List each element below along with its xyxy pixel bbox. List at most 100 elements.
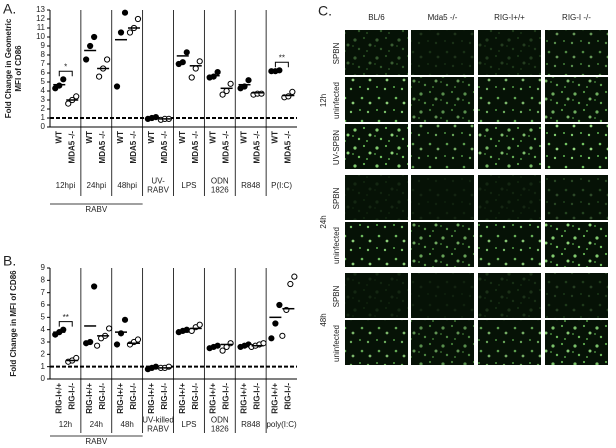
significance-bracket bbox=[274, 61, 289, 68]
group-label: ODN bbox=[211, 177, 229, 186]
y-axis-label: Fold Change in Geometric bbox=[4, 18, 13, 118]
y-tick-label: 2 bbox=[41, 104, 46, 113]
micrograph-signal bbox=[345, 320, 408, 365]
micrograph-signal bbox=[545, 77, 608, 122]
micrograph-signal bbox=[345, 175, 408, 220]
category-label: RIG-I+/+ bbox=[240, 383, 249, 414]
column-header: RIG-I -/- bbox=[562, 13, 591, 22]
time-label: 12h bbox=[319, 94, 328, 107]
data-point bbox=[289, 88, 296, 96]
data-point bbox=[196, 321, 203, 328]
y-axis-label: Fold Change in MFI of CD86 bbox=[9, 270, 18, 377]
category-label: RIG-I+/+ bbox=[178, 383, 187, 414]
category-label: MDA5 -/- bbox=[283, 131, 292, 164]
micrograph-signal bbox=[478, 30, 541, 75]
data-point bbox=[113, 341, 121, 348]
micrograph-signal bbox=[345, 30, 408, 75]
micrograph-signal bbox=[478, 124, 541, 169]
micrograph-signal bbox=[411, 273, 474, 318]
category-label: RIG-I+/+ bbox=[209, 383, 218, 414]
y-tick-label: 6 bbox=[41, 300, 46, 309]
data-point bbox=[65, 100, 72, 107]
panel-label: C. bbox=[318, 3, 332, 19]
micrograph-signal bbox=[478, 175, 541, 220]
column-header: Mda5 -/- bbox=[428, 13, 458, 22]
category-label: WT bbox=[54, 131, 63, 144]
data-point bbox=[91, 33, 98, 41]
category-label: WT bbox=[147, 131, 156, 144]
bracket-label: RABV bbox=[85, 205, 107, 214]
row-label: UV-SPBN bbox=[332, 130, 341, 165]
micrograph-signal bbox=[478, 77, 541, 122]
data-point bbox=[219, 347, 226, 354]
data-point bbox=[196, 58, 203, 65]
group-label: ODN bbox=[211, 416, 229, 425]
group-label: LPS bbox=[181, 420, 196, 429]
group-label: 12hpi bbox=[56, 181, 76, 190]
category-label: RIG-I-/- bbox=[98, 383, 107, 410]
micrograph-signal bbox=[478, 222, 541, 267]
data-point bbox=[192, 65, 199, 72]
y-tick-label: 8 bbox=[41, 275, 46, 284]
y-tick-label: 10 bbox=[36, 32, 45, 41]
micrograph-signal bbox=[478, 320, 541, 365]
data-point bbox=[188, 74, 195, 81]
y-tick-label: 11 bbox=[37, 23, 46, 32]
category-label: RIG-I+/+ bbox=[116, 383, 125, 414]
row-label: SPBN bbox=[332, 285, 341, 307]
category-label: WT bbox=[240, 131, 249, 144]
category-label: RIG-I-/- bbox=[67, 383, 76, 410]
group-label: R848 bbox=[241, 181, 261, 190]
group-label: 48hpi bbox=[117, 181, 137, 190]
y-tick-label: 6 bbox=[41, 68, 46, 77]
category-label: RIG-I-/- bbox=[283, 383, 292, 410]
data-point bbox=[245, 77, 252, 84]
significance-label: ** bbox=[63, 313, 69, 322]
row-label: SPBN bbox=[332, 42, 341, 64]
group-label: 24hpi bbox=[87, 181, 107, 190]
category-label: RIG-I+/+ bbox=[270, 383, 279, 414]
data-point bbox=[152, 114, 159, 121]
data-point bbox=[268, 335, 275, 342]
category-label: MDA5 -/- bbox=[67, 131, 76, 164]
category-label: MDA5 -/- bbox=[222, 131, 231, 164]
panel-label: B. bbox=[3, 253, 16, 269]
category-label: WT bbox=[116, 131, 125, 144]
data-point bbox=[223, 87, 230, 95]
data-point bbox=[96, 73, 103, 80]
data-point bbox=[83, 56, 90, 63]
category-label: RIG-I+/+ bbox=[147, 383, 156, 414]
data-point bbox=[121, 9, 129, 16]
data-point bbox=[287, 280, 294, 288]
group-label: RABV bbox=[147, 186, 169, 195]
data-point bbox=[113, 83, 121, 90]
y-tick-label: 3 bbox=[41, 337, 46, 346]
category-label: RIG-I-/- bbox=[253, 383, 262, 410]
micrograph-signal bbox=[411, 30, 474, 75]
data-point bbox=[73, 93, 80, 100]
micrograph-signal bbox=[545, 175, 608, 220]
data-point bbox=[279, 332, 286, 339]
micrograph-signal bbox=[345, 273, 408, 318]
micrograph-signal bbox=[411, 320, 474, 365]
micrograph-signal bbox=[345, 222, 408, 267]
data-point bbox=[227, 80, 234, 87]
data-point bbox=[134, 15, 142, 23]
y-tick-label: 8 bbox=[41, 50, 46, 59]
micrograph-signal bbox=[545, 273, 608, 318]
y-tick-label: 13 bbox=[36, 5, 45, 14]
data-point bbox=[121, 316, 129, 323]
row-label: uninfected bbox=[332, 325, 341, 362]
data-point bbox=[91, 283, 98, 290]
bracket-label: RABV bbox=[85, 437, 107, 446]
column-header: BL/6 bbox=[368, 13, 385, 22]
group-label: 1826 bbox=[211, 186, 229, 195]
row-label: uninfected bbox=[332, 82, 341, 119]
significance-bracket bbox=[58, 70, 73, 77]
category-label: RIG-I-/- bbox=[160, 383, 169, 410]
time-label: 48h bbox=[319, 313, 328, 326]
data-point bbox=[214, 69, 221, 76]
micrograph-signal bbox=[411, 124, 474, 169]
y-tick-label: 7 bbox=[41, 288, 46, 297]
data-point bbox=[126, 29, 134, 36]
